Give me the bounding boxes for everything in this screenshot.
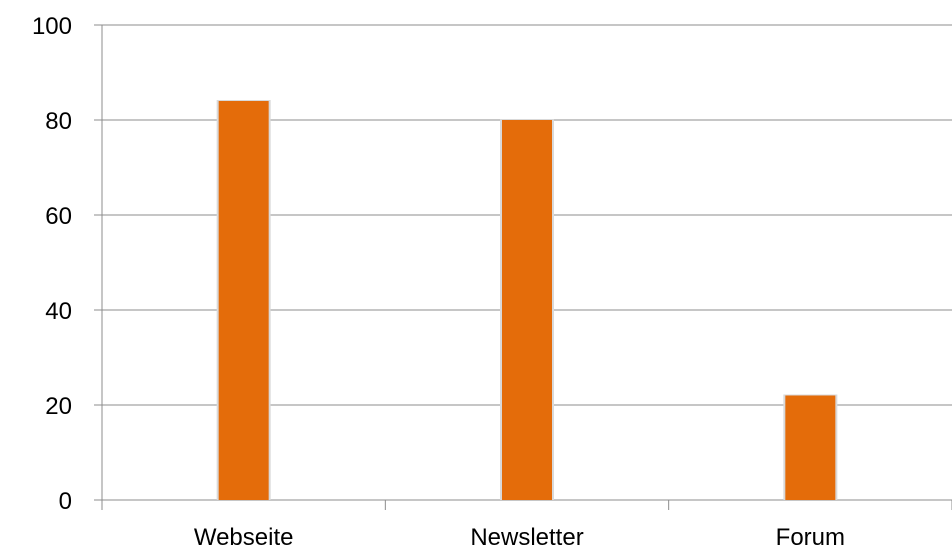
bar-webseite	[218, 101, 269, 500]
y-tick-label: 80	[45, 108, 72, 135]
y-tick-label: 20	[45, 393, 72, 420]
y-tick-labels: 0 20 40 60 80 100	[32, 13, 72, 515]
bars	[216, 100, 838, 500]
x-tick-labels: Webseite Newsletter Forum	[194, 524, 845, 551]
x-tick-label-newsletter: Newsletter	[470, 524, 583, 551]
y-tick-label: 60	[45, 203, 72, 230]
bar-newsletter	[502, 120, 552, 500]
y-tick-label: 40	[45, 298, 72, 325]
x-tick-label-forum: Forum	[776, 524, 845, 551]
y-tick-label: 0	[59, 488, 72, 515]
x-tick-label-webseite: Webseite	[194, 524, 294, 551]
bar-forum	[785, 395, 836, 500]
y-tick-label: 100	[32, 13, 72, 40]
